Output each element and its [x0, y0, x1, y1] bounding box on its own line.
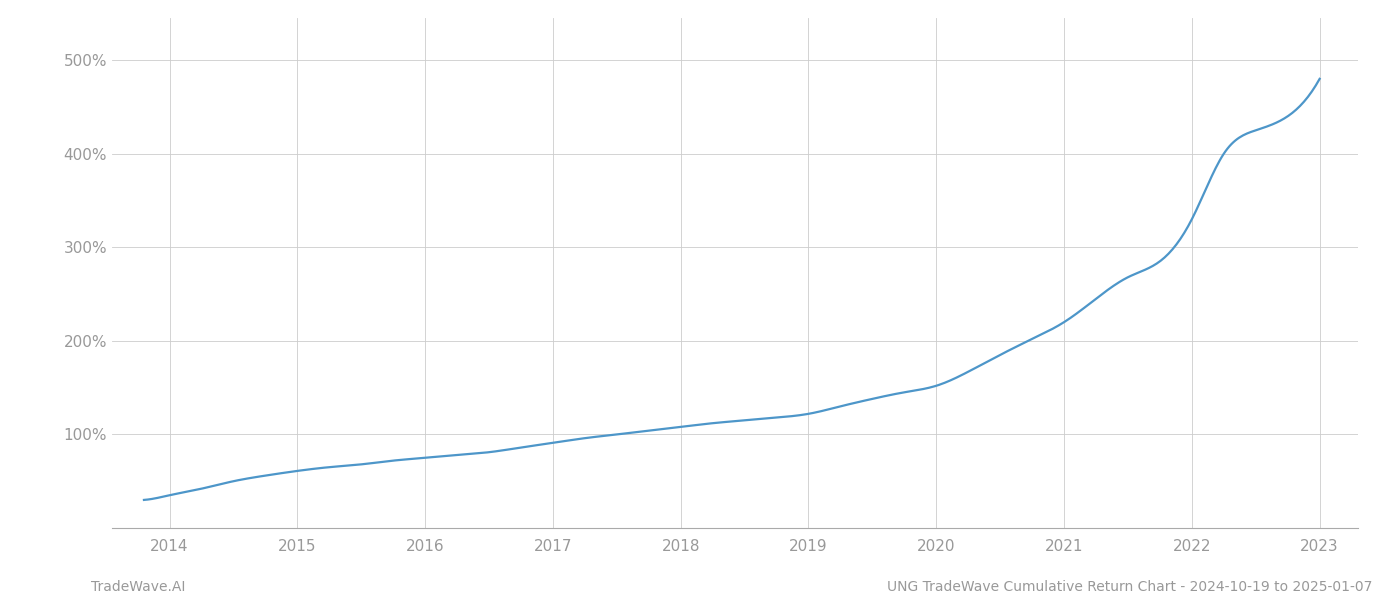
Text: TradeWave.AI: TradeWave.AI [91, 580, 185, 594]
Text: UNG TradeWave Cumulative Return Chart - 2024-10-19 to 2025-01-07: UNG TradeWave Cumulative Return Chart - … [886, 580, 1372, 594]
